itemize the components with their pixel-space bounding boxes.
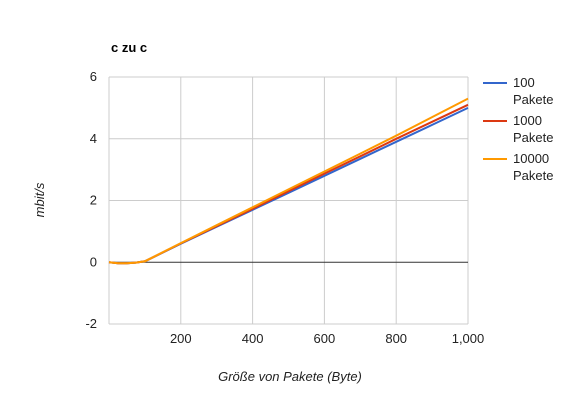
x-tick-label: 800: [385, 331, 407, 346]
legend-label: 1000: [513, 113, 542, 128]
x-tick-label: 400: [242, 331, 264, 346]
y-axis-label: mbit/s: [32, 182, 47, 217]
legend-label: 100: [513, 75, 535, 90]
y-tick-label: 6: [90, 69, 97, 84]
legend-label: Pakete: [513, 168, 553, 183]
y-axis-ticks: -2 0 2 4 6: [85, 69, 97, 331]
y-tick-label: 2: [90, 193, 97, 208]
y-tick-label: 4: [90, 131, 97, 146]
series-lines: [108, 97, 469, 265]
x-tick-label: 200: [170, 331, 192, 346]
x-tick-label: 600: [314, 331, 336, 346]
y-tick-label: -2: [85, 316, 97, 331]
gridlines: [108, 76, 469, 325]
legend-label: Pakete: [513, 130, 553, 145]
x-tick-label: 1,000: [452, 331, 485, 346]
x-axis-ticks: 200 400 600 800 1,000: [170, 331, 484, 346]
series-line-2: [108, 103, 469, 265]
series-line-3: [108, 97, 469, 265]
legend-label: 10000: [513, 151, 549, 166]
legend-label: Pakete: [513, 92, 553, 107]
chart-title: c zu c: [111, 40, 147, 55]
y-tick-label: 0: [90, 254, 97, 269]
legend: 100 Pakete 1000 Pakete 10000 Pakete: [483, 75, 553, 183]
x-axis-label: Größe von Pakete (Byte): [218, 369, 362, 384]
